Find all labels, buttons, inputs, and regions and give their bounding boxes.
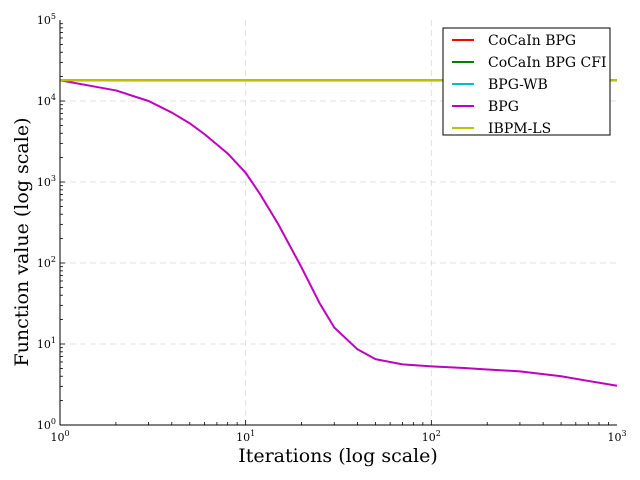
y-tick-label: 103 — [37, 174, 56, 189]
legend-label: IBPM-LS — [488, 121, 551, 137]
y-tick-label: 102 — [37, 255, 56, 270]
y-tick-label: 105 — [37, 12, 56, 27]
y-axis-title: Function value (log scale) — [11, 118, 33, 367]
axes — [59, 20, 617, 426]
y-tick-label: 101 — [37, 336, 56, 351]
legend: CoCaIn BPG CoCaIn BPG CFI BPG-WB BPG IBPM-LS — [442, 27, 611, 137]
x-tick-label: 101 — [236, 429, 255, 444]
tick-labels: 100 101 102 103 100 101 102 103 104 105 — [37, 12, 627, 444]
legend-label: CoCaIn BPG — [488, 33, 576, 49]
y-tick-label: 100 — [37, 417, 56, 432]
legend-box — [442, 27, 611, 136]
legend-label: BPG — [488, 99, 519, 115]
x-axis-title: Iterations (log scale) — [238, 445, 438, 467]
x-tick-label: 100 — [50, 429, 69, 444]
series-line — [59, 79, 618, 387]
legend-label: BPG-WB — [488, 77, 548, 93]
y-tick-label: 104 — [37, 93, 56, 108]
legend-label: CoCaIn BPG CFI — [488, 55, 607, 71]
x-tick-label: 103 — [607, 429, 626, 444]
x-tick-label: 102 — [422, 429, 441, 444]
